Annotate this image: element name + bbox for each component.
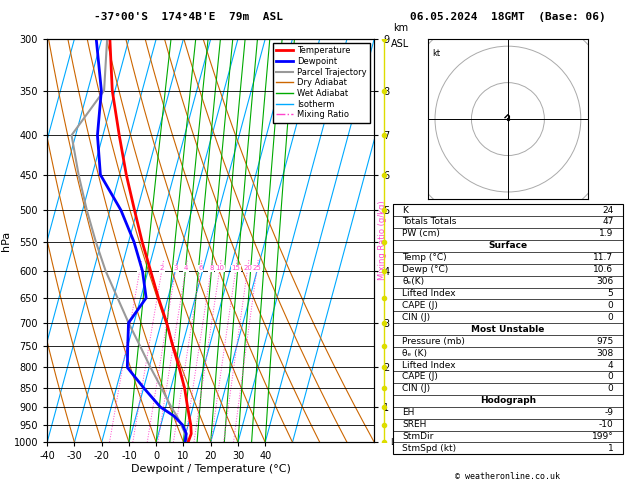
Text: -37°00'S  174°4B'E  79m  ASL: -37°00'S 174°4B'E 79m ASL (94, 12, 283, 22)
Text: Most Unstable: Most Unstable (471, 325, 545, 334)
Text: 308: 308 (596, 348, 613, 358)
Text: CIN (J): CIN (J) (403, 384, 430, 393)
Text: 15: 15 (231, 265, 240, 271)
Text: 4: 4 (184, 265, 188, 271)
Text: Mixing Ratio (g/kg): Mixing Ratio (g/kg) (377, 201, 387, 280)
Text: K: K (403, 206, 408, 215)
Text: 0: 0 (608, 384, 613, 393)
Text: 0: 0 (608, 313, 613, 322)
Text: 1: 1 (608, 444, 613, 453)
Text: 4: 4 (608, 361, 613, 369)
Text: 306: 306 (596, 277, 613, 286)
Text: 10: 10 (215, 265, 225, 271)
Text: 10.6: 10.6 (593, 265, 613, 274)
Text: Totals Totals: Totals Totals (403, 218, 457, 226)
Text: θₑ (K): θₑ (K) (403, 348, 427, 358)
Text: CAPE (J): CAPE (J) (403, 301, 438, 310)
Text: LCL: LCL (391, 438, 406, 447)
Text: 2: 2 (160, 265, 164, 271)
Text: 1.9: 1.9 (599, 229, 613, 239)
Text: θₑ(K): θₑ(K) (403, 277, 425, 286)
Y-axis label: hPa: hPa (1, 230, 11, 251)
Text: PW (cm): PW (cm) (403, 229, 440, 239)
Text: ASL: ASL (391, 39, 409, 49)
Text: 20: 20 (243, 265, 252, 271)
Text: Lifted Index: Lifted Index (403, 361, 456, 369)
Text: 199°: 199° (592, 432, 613, 441)
Text: 0: 0 (608, 301, 613, 310)
Text: km: km (393, 23, 408, 33)
Text: Hodograph: Hodograph (480, 396, 536, 405)
Legend: Temperature, Dewpoint, Parcel Trajectory, Dry Adiabat, Wet Adiabat, Isotherm, Mi: Temperature, Dewpoint, Parcel Trajectory… (273, 43, 370, 122)
Text: 6: 6 (198, 265, 203, 271)
Text: 0: 0 (608, 372, 613, 382)
Text: Surface: Surface (488, 242, 528, 250)
Text: kt: kt (432, 49, 440, 58)
Text: StmSpd (kt): StmSpd (kt) (403, 444, 457, 453)
Text: EH: EH (403, 408, 415, 417)
Text: 3: 3 (174, 265, 178, 271)
Text: Lifted Index: Lifted Index (403, 289, 456, 298)
X-axis label: Dewpoint / Temperature (°C): Dewpoint / Temperature (°C) (131, 464, 291, 474)
Text: 11.7: 11.7 (593, 253, 613, 262)
Text: 24: 24 (603, 206, 613, 215)
Text: -9: -9 (604, 408, 613, 417)
Text: 5: 5 (608, 289, 613, 298)
Text: StmDir: StmDir (403, 432, 433, 441)
Text: © weatheronline.co.uk: © weatheronline.co.uk (455, 472, 560, 481)
Text: Dewp (°C): Dewp (°C) (403, 265, 448, 274)
Text: CAPE (J): CAPE (J) (403, 372, 438, 382)
Text: 1: 1 (138, 265, 142, 271)
Text: 975: 975 (596, 337, 613, 346)
Text: Pressure (mb): Pressure (mb) (403, 337, 465, 346)
Text: Temp (°C): Temp (°C) (403, 253, 447, 262)
Text: -10: -10 (599, 420, 613, 429)
Text: 25: 25 (253, 265, 262, 271)
Text: CIN (J): CIN (J) (403, 313, 430, 322)
Text: SREH: SREH (403, 420, 426, 429)
Text: 8: 8 (209, 265, 213, 271)
Text: 47: 47 (602, 218, 613, 226)
Text: 06.05.2024  18GMT  (Base: 06): 06.05.2024 18GMT (Base: 06) (410, 12, 606, 22)
